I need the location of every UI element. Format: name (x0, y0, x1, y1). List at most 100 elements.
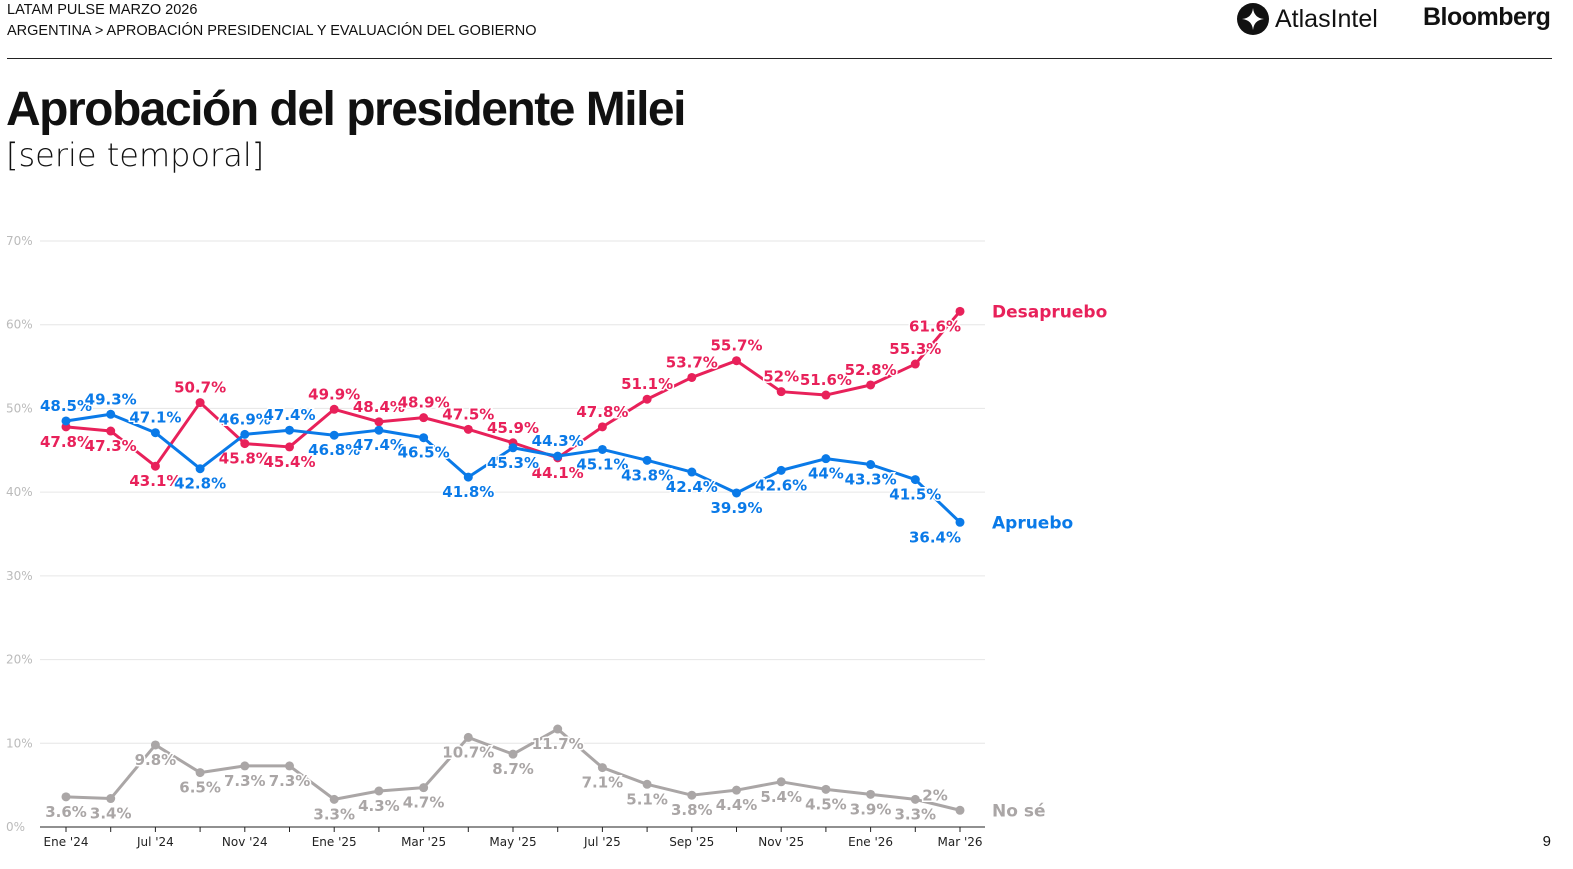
data-point (642, 394, 652, 404)
data-point (821, 390, 831, 400)
data-label: 46.5% (398, 444, 450, 462)
data-point (329, 404, 339, 414)
data-point (463, 424, 473, 434)
data-point (195, 768, 205, 778)
data-point (642, 779, 652, 789)
data-point (776, 777, 786, 787)
y-tick-label: 40% (6, 485, 33, 499)
data-point (776, 465, 786, 475)
data-label: 46.9% (219, 410, 271, 428)
data-label: 48.9% (398, 394, 450, 412)
data-point (374, 786, 384, 796)
data-point (553, 724, 563, 734)
data-label: 42.8% (174, 475, 226, 493)
data-point (285, 761, 294, 771)
x-tick-label: Nov '24 (222, 835, 268, 849)
data-point (508, 749, 518, 759)
data-label: 7.3% (224, 772, 266, 790)
y-tick-label: 10% (6, 736, 33, 750)
data-point (106, 794, 116, 804)
atlasintel-mark-icon (1237, 3, 1269, 35)
data-point (687, 372, 697, 382)
data-label: 43.1% (129, 472, 181, 490)
data-point (329, 794, 339, 804)
data-label: 41.5% (889, 486, 941, 504)
data-label: 4.3% (358, 797, 400, 815)
data-point (106, 426, 116, 436)
data-point (150, 461, 160, 471)
data-label: 4.4% (716, 796, 758, 814)
data-label: 45.9% (487, 419, 539, 437)
data-point (597, 444, 607, 454)
data-label: 3.3% (313, 805, 355, 823)
data-label: 4.5% (805, 795, 847, 813)
data-label: 48.4% (353, 398, 405, 416)
data-label: 5.4% (760, 788, 802, 806)
data-label: 51.1% (621, 375, 673, 393)
data-label: 55.7% (710, 337, 762, 355)
bloomberg-logo: Bloomberg (1423, 3, 1551, 31)
data-label: 55.3% (889, 340, 941, 358)
data-point (732, 356, 741, 366)
data-point (61, 416, 71, 426)
series-end-label: Apruebo (992, 513, 1073, 533)
series-end-label: Desapruebo (992, 302, 1107, 322)
data-point (508, 443, 518, 453)
atlasintel-logo-text: AtlasIntel (1275, 4, 1378, 33)
data-point (955, 805, 965, 815)
data-point (642, 455, 652, 465)
data-label: 47.8% (40, 433, 92, 451)
data-label: 3.9% (850, 800, 892, 818)
data-point (732, 488, 741, 498)
data-label: 10.7% (442, 743, 494, 761)
data-point (955, 517, 965, 527)
data-point (463, 732, 473, 742)
data-label: 53.7% (666, 353, 718, 371)
data-point (776, 387, 786, 397)
data-label: 49.3% (85, 390, 137, 408)
x-tick-label: Mar '25 (401, 835, 446, 849)
data-point (910, 359, 920, 369)
data-point (240, 761, 250, 771)
series-end-label: No sé (992, 801, 1045, 821)
data-point (866, 380, 876, 390)
data-label: 4.7% (403, 794, 445, 812)
data-label: 42.6% (755, 476, 807, 494)
data-label: 44% (808, 465, 844, 483)
data-label: 9.8% (135, 751, 177, 769)
data-label: 47.4% (353, 436, 405, 454)
data-label: 3.4% (90, 805, 132, 823)
x-tick-label: Sep '25 (669, 835, 714, 849)
data-point (419, 433, 429, 443)
data-label: 47.1% (129, 409, 181, 427)
data-point (374, 417, 384, 427)
data-label: 7.1% (582, 774, 624, 792)
data-label: 2% (922, 786, 947, 804)
y-tick-label: 60% (6, 318, 33, 332)
data-label: 39.9% (710, 499, 762, 517)
x-tick-label: Jul '24 (136, 835, 174, 849)
data-label: 50.7% (174, 379, 226, 397)
data-point (463, 472, 473, 482)
data-point (732, 785, 741, 795)
atlasintel-logo: AtlasIntel (1237, 3, 1378, 35)
data-point (597, 422, 607, 432)
data-label: 47.3% (85, 437, 137, 455)
x-tick-label: Ene '25 (312, 835, 357, 849)
data-point (285, 425, 294, 435)
data-label: 49.9% (308, 385, 360, 403)
data-point (821, 454, 831, 464)
data-label: 48.5% (40, 397, 92, 415)
x-tick-label: Ene '24 (44, 835, 89, 849)
data-label: 7.3% (269, 772, 311, 790)
data-label: 42.4% (666, 478, 718, 496)
data-label: 46.8% (308, 441, 360, 459)
x-tick-label: Jul '25 (583, 835, 621, 849)
y-tick-label: 20% (6, 653, 33, 667)
data-label: 47.5% (442, 405, 494, 423)
data-label: 11.7% (532, 735, 584, 753)
data-label: 45.8% (219, 450, 271, 468)
report-name: LATAM PULSE MARZO 2026 (7, 2, 198, 18)
data-point (910, 475, 920, 485)
x-tick-label: May '25 (489, 835, 536, 849)
